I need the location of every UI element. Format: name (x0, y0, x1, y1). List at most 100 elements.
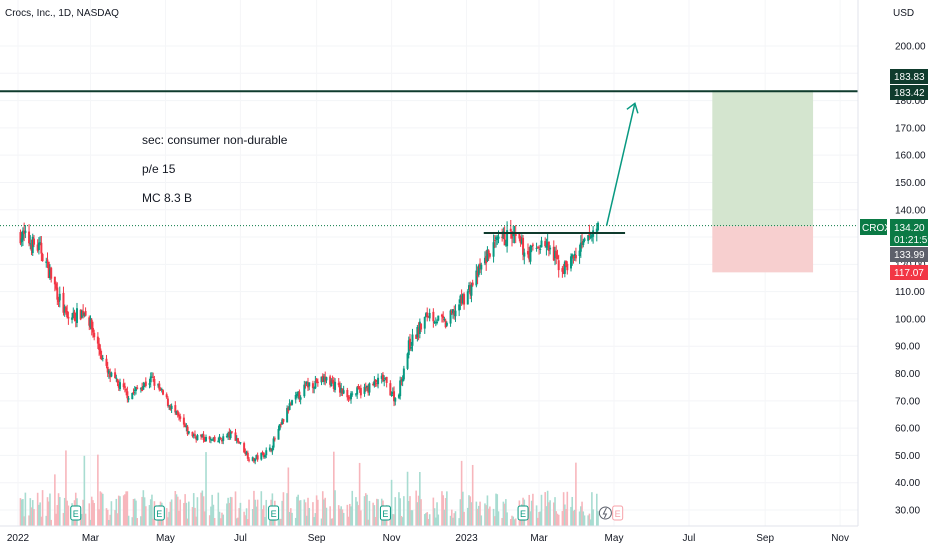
upcoming-earnings-badge[interactable] (612, 505, 624, 521)
note-market-cap[interactable]: MC 8.3 B (142, 191, 192, 205)
volume-bar (238, 508, 240, 526)
candle-body (452, 309, 455, 314)
earnings-marker-badge[interactable] (153, 505, 165, 521)
volume-bar (152, 518, 154, 526)
earnings-marker[interactable]: E (517, 505, 529, 521)
currency-label: USD (893, 8, 914, 19)
volume-bar (489, 506, 491, 526)
candle-body (377, 377, 380, 385)
candle-body (122, 383, 125, 388)
candle-body (157, 384, 160, 386)
note-pe[interactable]: p/e 15 (142, 162, 176, 176)
volume-bar (109, 514, 111, 526)
symbol-value: CROX (862, 223, 891, 234)
candle-body (192, 435, 195, 437)
candle-body (555, 251, 558, 258)
profit-zone[interactable] (712, 90, 814, 227)
candle-body (571, 254, 574, 259)
candle-body (307, 382, 310, 388)
volume-bar (133, 498, 136, 526)
candle-body (321, 375, 324, 382)
volume-bar (56, 505, 59, 526)
candle-body (331, 379, 334, 383)
volume-bar (341, 509, 344, 526)
volume-bar (348, 503, 351, 526)
time-axis-panel[interactable] (0, 526, 932, 550)
earnings-marker-badge[interactable] (517, 505, 529, 521)
candle-body (264, 455, 267, 457)
candle-body (235, 438, 238, 440)
candle-body (483, 257, 486, 264)
candle-body (531, 244, 534, 246)
upcoming-earnings-marker[interactable]: E (612, 505, 624, 521)
earnings-marker-badge[interactable] (379, 505, 391, 521)
earnings-marker-badge[interactable] (70, 505, 82, 521)
candle-body (440, 314, 443, 317)
earnings-marker[interactable]: E (268, 505, 280, 521)
volume-bar (423, 514, 426, 526)
volume-bar (98, 509, 100, 526)
candle-body (165, 394, 168, 398)
candle-body (578, 250, 581, 257)
volume-bar (570, 506, 572, 526)
volume-bar (287, 467, 290, 526)
volume-bar (320, 518, 323, 526)
candle-body (545, 245, 548, 248)
volume-bar (548, 502, 550, 526)
earnings-marker-label: E (382, 509, 388, 519)
candle-body (381, 374, 384, 381)
volume-bar (564, 504, 566, 526)
candle-body (411, 334, 414, 346)
time-tick-label: Jul (683, 533, 696, 544)
risk-reward-zones[interactable] (712, 90, 814, 273)
candle-body (426, 312, 429, 318)
volume-bar (254, 499, 256, 526)
candle-body (248, 459, 251, 461)
candle-body (573, 253, 576, 257)
symbol-badge (860, 219, 887, 235)
volume-bar (364, 493, 367, 526)
drawing-tools[interactable] (0, 90, 858, 234)
candle-body (265, 450, 268, 456)
earnings-marker[interactable]: E (70, 505, 82, 521)
candle-body (480, 264, 483, 270)
volume-bar (484, 503, 486, 526)
projection-arrow[interactable] (605, 103, 636, 226)
candle-body (334, 381, 337, 390)
earnings-marker-badge[interactable] (268, 505, 280, 521)
volume-bar (83, 455, 86, 526)
candle-body (535, 247, 538, 249)
split-event-icon[interactable] (598, 506, 612, 520)
candle-body (402, 368, 405, 380)
volume-bar (192, 493, 195, 526)
candle-body (390, 394, 393, 396)
candle-body (50, 267, 53, 279)
projection-arrow-head[interactable] (626, 102, 639, 114)
volume-bar (460, 460, 463, 526)
candle-body (315, 379, 318, 383)
candle-body (418, 321, 421, 334)
volume-bar (296, 496, 298, 526)
candle-body (278, 424, 281, 430)
candle-body (24, 230, 27, 233)
volume-bar (479, 501, 481, 526)
volume-bar (410, 510, 413, 526)
loss-zone[interactable] (712, 226, 814, 273)
candle-body (308, 382, 311, 387)
candle-body (118, 382, 121, 390)
candle-body (255, 455, 258, 459)
note-sector[interactable]: sec: consumer non-durable (142, 133, 288, 147)
candle-body (467, 285, 470, 290)
candle-body (407, 340, 410, 355)
earnings-marker[interactable]: E (379, 505, 391, 521)
earnings-marker[interactable]: E (153, 505, 165, 521)
volume-bar (99, 491, 102, 526)
volume-bar (463, 511, 465, 526)
candle-body (424, 313, 427, 318)
candle-body (342, 390, 345, 394)
candle-body (219, 437, 222, 440)
volume-bar (403, 496, 405, 526)
chart-title: Crocs, Inc., 1D, NASDAQ (5, 8, 119, 19)
